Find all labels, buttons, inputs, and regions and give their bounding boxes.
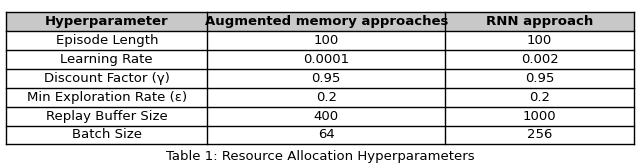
Text: Discount Factor (γ): Discount Factor (γ) <box>44 72 170 85</box>
Text: Episode Length: Episode Length <box>56 34 158 47</box>
Text: 256: 256 <box>527 129 552 141</box>
FancyBboxPatch shape <box>6 12 634 31</box>
Text: 64: 64 <box>318 129 335 141</box>
Text: Hyperparameter: Hyperparameter <box>45 15 168 28</box>
Text: Augmented memory approaches: Augmented memory approaches <box>205 15 448 28</box>
Text: 0.002: 0.002 <box>521 53 558 66</box>
Text: Learning Rate: Learning Rate <box>60 53 153 66</box>
Text: Replay Buffer Size: Replay Buffer Size <box>46 110 168 122</box>
Text: Min Exploration Rate (ε): Min Exploration Rate (ε) <box>27 91 187 104</box>
Text: 100: 100 <box>527 34 552 47</box>
Text: RNN approach: RNN approach <box>486 15 593 28</box>
Text: 0.95: 0.95 <box>312 72 341 85</box>
Text: 1000: 1000 <box>523 110 556 122</box>
Text: 0.95: 0.95 <box>525 72 554 85</box>
Text: Table 1: Resource Allocation Hyperparameters: Table 1: Resource Allocation Hyperparame… <box>166 150 474 163</box>
Text: 0.0001: 0.0001 <box>303 53 349 66</box>
Text: 0.2: 0.2 <box>529 91 550 104</box>
Text: Batch Size: Batch Size <box>72 129 141 141</box>
Text: 0.2: 0.2 <box>316 91 337 104</box>
Text: 100: 100 <box>314 34 339 47</box>
Text: 400: 400 <box>314 110 339 122</box>
